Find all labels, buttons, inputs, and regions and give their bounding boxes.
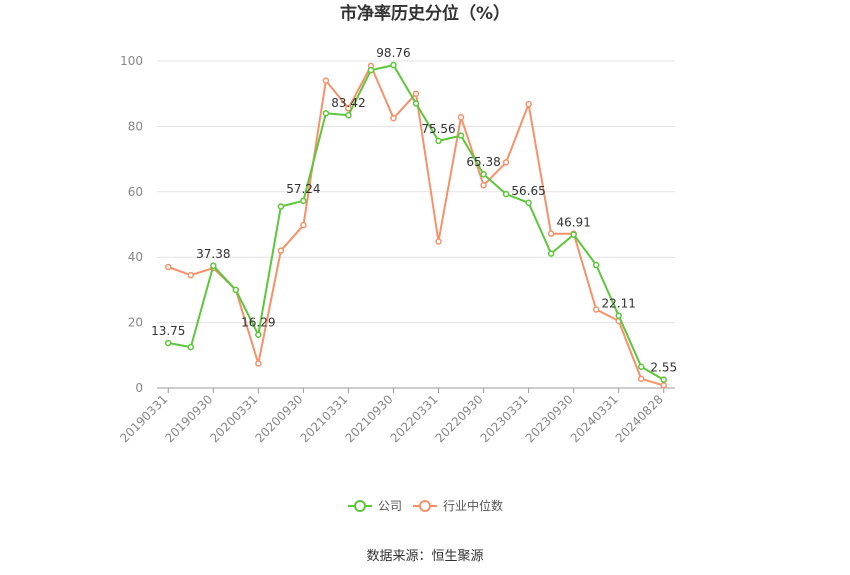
- data-point: [502, 190, 510, 198]
- data-point: [570, 231, 577, 238]
- data-point: [615, 312, 622, 319]
- x-tick-label: 20230930: [523, 392, 576, 445]
- x-tick-label: 20240331: [568, 392, 621, 445]
- data-point: [165, 339, 172, 347]
- x-tick-label: 20200930: [252, 392, 305, 445]
- data-point: [480, 170, 487, 178]
- data-point: [255, 360, 262, 367]
- data-point: [187, 271, 195, 279]
- data-label: 13.75: [151, 324, 185, 338]
- data-point: [660, 382, 667, 389]
- data-label: 75.56: [421, 122, 455, 136]
- data-label: 37.38: [196, 247, 230, 261]
- data-point: [547, 230, 555, 237]
- y-tick-label: 100: [120, 54, 143, 68]
- y-axis: 0 20 40 60 80 100: [120, 54, 143, 395]
- data-point: [435, 137, 442, 145]
- x-tick-label: 20220331: [388, 392, 441, 445]
- data-label: 2.55: [650, 361, 677, 375]
- y-tick-label: 60: [128, 185, 143, 199]
- data-label: 57.24: [286, 182, 320, 196]
- data-point: [277, 203, 285, 210]
- data-point: [277, 247, 285, 254]
- data-point: [525, 199, 532, 207]
- legend-swatch-marker: [354, 500, 366, 512]
- data-label: 46.91: [556, 216, 590, 230]
- x-tick-label: 20210930: [343, 392, 396, 445]
- x-tick-label: 20190331: [117, 392, 170, 445]
- data-label: 22.11: [602, 297, 636, 311]
- data-point: [592, 261, 600, 269]
- data-point: [390, 114, 397, 122]
- data-point: [300, 197, 307, 205]
- data-point: [232, 286, 240, 294]
- data-point: [435, 238, 442, 245]
- x-tick-label: 20210331: [297, 392, 350, 445]
- x-tick-label: 20220930: [433, 392, 486, 445]
- data-point: [345, 111, 352, 119]
- chart-title: 市净率历史分位（%）: [340, 3, 510, 24]
- data-point: [322, 77, 330, 84]
- data-point: [367, 66, 375, 74]
- data-point: [210, 262, 217, 270]
- y-tick-label: 0: [135, 381, 143, 395]
- data-label: 16.29: [241, 316, 275, 330]
- series-layer: [165, 61, 667, 389]
- y-tick-label: 40: [128, 250, 143, 264]
- x-tick-label: 20240828: [613, 392, 666, 445]
- legend-swatch-marker: [419, 500, 431, 512]
- data-point: [502, 159, 510, 166]
- data-point: [412, 90, 420, 97]
- data-point: [165, 263, 172, 271]
- data-point: [660, 376, 667, 383]
- data-point: [592, 306, 600, 313]
- data-point: [637, 375, 645, 383]
- source-note: 数据来源：恒生聚源: [366, 549, 483, 564]
- data-label: 65.38: [466, 155, 500, 169]
- data-label: 56.65: [511, 184, 545, 198]
- x-tick-label: 20190930: [162, 392, 215, 445]
- data-point: [480, 182, 487, 189]
- data-point: [255, 331, 262, 338]
- grid: [157, 60, 675, 324]
- x-tick-label: 20230331: [478, 392, 531, 445]
- data-labels: 13.75 37.38 16.29 57.24 83.42 98.76 75.56 65.38…: [151, 46, 677, 375]
- data-point: [300, 221, 307, 229]
- data-point: [457, 132, 465, 139]
- data-point: [547, 250, 555, 257]
- y-tick-label: 80: [128, 119, 143, 133]
- x-tick-label: 20200331: [207, 392, 260, 445]
- data-point: [187, 343, 195, 351]
- data-point: [525, 100, 532, 108]
- data-point: [412, 100, 420, 107]
- x-axis: 2019033120190930202003312020093020210331…: [117, 387, 675, 445]
- legend-item[interactable]: 行业中位数: [413, 498, 503, 513]
- data-label: 98.76: [376, 46, 410, 60]
- data-point: [322, 110, 330, 117]
- y-tick-label: 20: [128, 316, 143, 330]
- legend-item[interactable]: 公司: [348, 499, 402, 513]
- legend-label: 行业中位数: [443, 498, 503, 513]
- data-point: [457, 113, 465, 121]
- data-point: [637, 363, 645, 370]
- data-label: 83.42: [331, 96, 365, 110]
- legend-label: 公司: [378, 499, 402, 513]
- legend[interactable]: 公司 行业中位数: [348, 498, 503, 513]
- data-point: [390, 61, 397, 69]
